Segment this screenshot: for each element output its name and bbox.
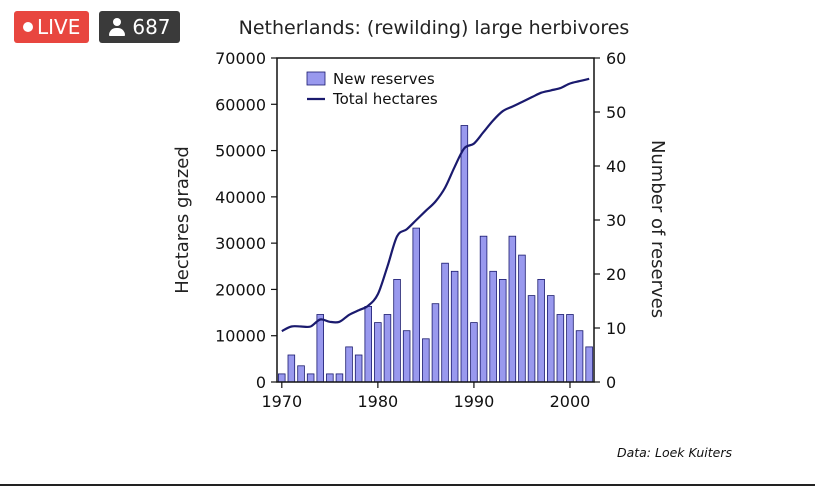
person-icon [108,18,126,36]
bar-1997 [537,278,545,383]
right-tick-label: 50 [606,103,626,122]
right-tick-label: 10 [606,319,626,338]
right-tick-label: 0 [606,373,616,392]
left-tick-label: 60000 [215,95,266,114]
legend-line-label: Total hectares [332,90,438,108]
left-tick-label: 50000 [215,142,266,161]
bar-1998 [547,295,555,383]
bar-1983 [402,330,411,383]
live-label: LIVE [37,15,81,39]
bar-1988 [450,270,459,383]
x-tick-label: 1970 [261,392,302,411]
bar-1978 [354,354,363,383]
left-axis-label: Hectares grazed [172,146,193,294]
bar-1994 [508,235,517,383]
left-axis: 0 10000 20000 30000 40000 50000 60000 70000 [215,49,277,392]
bar-1985 [422,338,430,383]
bar-1979 [364,305,372,383]
right-tick-label: 30 [606,211,626,230]
bar-2002 [585,346,593,383]
legend-bar-label: New reserves [333,70,435,88]
bar-1987 [441,262,449,383]
right-tick-label: 60 [606,49,626,68]
bar-2000 [566,314,574,383]
x-tick-label: 1990 [454,392,495,411]
bar-1986 [431,303,440,383]
bar-1996 [527,295,536,383]
bar-1970 [277,373,286,383]
bar-1981 [383,314,392,383]
bar-1973 [306,373,315,383]
live-badge[interactable]: LIVE [14,11,90,43]
source-credit: Data: Loek Kuiters [617,445,733,460]
bar-1977 [345,346,353,383]
bar-1975 [326,373,334,383]
stream-overlay: LIVE 687 [14,11,180,43]
live-dot-icon [23,22,33,32]
left-tick-label: 10000 [215,327,266,346]
viewer-count: 687 [132,15,171,39]
bar-1971 [287,354,296,383]
left-tick-label: 70000 [215,49,266,68]
legend-bar-swatch [306,71,326,86]
bar-2001 [575,330,584,383]
bar-1999 [556,314,565,383]
x-tick-label: 1980 [358,392,399,411]
bar-1991 [479,235,488,383]
viewer-count-badge[interactable]: 687 [99,11,180,43]
bottom-divider [0,484,815,486]
bar-1976 [335,373,344,383]
bar-1992 [489,270,497,383]
bar-1989 [460,125,469,383]
chart-title: Netherlands: (rewilding) large herbivore… [239,17,630,39]
bar-1980 [374,322,382,383]
left-tick-label: 40000 [215,188,266,207]
bars-layer [277,125,593,383]
bar-1990 [470,322,478,383]
bar-1974 [316,314,324,383]
x-axis: 1970 1980 1990 2000 [261,382,590,411]
right-tick-label: 40 [606,157,626,176]
total-hectares-line [281,77,590,333]
legend: New reserves Total hectares [306,70,438,108]
left-tick-label: 0 [256,373,266,392]
right-axis: 0 10 20 30 40 50 60 [594,49,626,392]
x-tick-label: 2000 [550,392,591,411]
bar-1995 [518,254,526,383]
left-tick-label: 20000 [215,280,266,299]
right-tick-label: 20 [606,265,626,284]
bar-1993 [498,278,507,383]
left-tick-label: 30000 [215,234,266,253]
bar-1972 [297,365,305,383]
bar-1984 [412,227,420,383]
right-axis-label: Number of reserves [647,140,668,318]
bar-1982 [393,278,401,383]
